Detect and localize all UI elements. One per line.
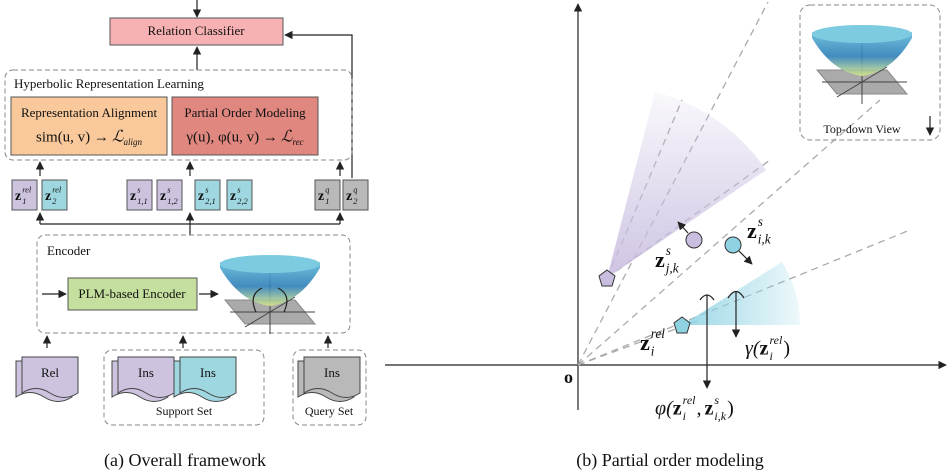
math-sub: 2 xyxy=(52,197,56,206)
alignment-title: Representation Alignment xyxy=(21,105,158,120)
order-title: Partial Order Modeling xyxy=(184,105,306,120)
math-sup: s xyxy=(666,243,671,258)
math-sub: i xyxy=(769,349,772,363)
math-sup: rel xyxy=(651,326,665,341)
document-label: Ins xyxy=(138,365,154,380)
math-text: sim(u, v) → xyxy=(36,129,109,145)
math-symbol: z xyxy=(760,338,769,360)
math-sup: s xyxy=(758,214,763,229)
pentagon xyxy=(674,317,690,333)
math-symbol: z xyxy=(45,189,51,204)
math-sub: 1 xyxy=(22,197,26,206)
figure: Relation Classifier Hyperbolic Represent… xyxy=(0,0,951,476)
math-symbol: z xyxy=(15,189,21,204)
math-sup: rel xyxy=(52,186,62,195)
inset-label: Top-down View xyxy=(823,122,901,136)
classifier-label: Relation Classifier xyxy=(147,23,245,38)
math-symbol: z xyxy=(318,189,324,204)
hyperbolic-surface xyxy=(220,255,320,334)
purple-cone xyxy=(607,92,766,278)
support-label: Support Set xyxy=(156,404,213,418)
math-sup: q xyxy=(353,186,357,195)
encoder-title: Encoder xyxy=(47,243,91,258)
math-text: φ( xyxy=(655,398,674,420)
math-symbol: z xyxy=(198,189,204,204)
math-sup: q xyxy=(325,186,329,195)
math-symbol: z xyxy=(230,189,236,204)
math-sub: i,k xyxy=(758,232,772,247)
document-label: Rel xyxy=(41,365,59,380)
math-sub: i xyxy=(683,409,686,423)
math-sup: s xyxy=(205,186,208,195)
math-sub: 1,1 xyxy=(137,197,147,206)
math-loss: ℒ xyxy=(281,129,293,146)
math-sup: s xyxy=(237,186,240,195)
caption: (a) Overall framework xyxy=(104,450,266,471)
hrl-title: Hyperbolic Representation Learning xyxy=(14,76,204,91)
math-sub: 1 xyxy=(325,197,329,206)
math-text: γ( xyxy=(745,338,761,360)
math-sup: s xyxy=(714,393,719,407)
math-sup: rel xyxy=(769,333,783,347)
math-sub: 1,2 xyxy=(167,197,177,206)
math-sub: 2 xyxy=(353,197,357,206)
math-text: ) xyxy=(727,398,734,420)
math-symbol: z xyxy=(130,189,136,204)
math-sub: j,k xyxy=(664,261,680,276)
point xyxy=(725,237,741,253)
math-sub: i,k xyxy=(714,409,726,423)
math-symbol: z xyxy=(747,218,757,243)
math-symbol: z xyxy=(160,189,166,204)
math-sup: rel xyxy=(22,186,32,195)
math-sup: s xyxy=(167,186,170,195)
math-loss: ℒ xyxy=(112,129,124,146)
point xyxy=(686,232,702,248)
caption: (b) Partial order modeling xyxy=(576,450,763,471)
connector xyxy=(40,224,340,235)
math-sub: rec xyxy=(292,137,303,147)
math-sub: i xyxy=(651,344,655,359)
hyperbolic-surface xyxy=(812,25,912,104)
plm-label: PLM-based Encoder xyxy=(78,286,186,301)
arrow xyxy=(739,251,752,264)
origin-label: o xyxy=(564,367,573,387)
math-text: ) xyxy=(783,338,790,360)
math-text: γ(u), φ(u, v) → xyxy=(185,129,278,145)
math-symbol: z xyxy=(346,189,352,204)
query-label: Query Set xyxy=(305,404,354,418)
math-sup: rel xyxy=(683,393,697,407)
math-symbol: z xyxy=(655,247,665,272)
math-sub: 2,2 xyxy=(237,197,247,206)
document-label: Ins xyxy=(200,365,216,380)
math-text: , xyxy=(697,398,702,420)
math-sub: 2,1 xyxy=(205,197,215,206)
math-symbol: z xyxy=(640,330,650,355)
document-label: Ins xyxy=(324,365,340,380)
math-sup: s xyxy=(137,186,140,195)
math-sub: align xyxy=(123,137,142,147)
math-symbol: z xyxy=(705,398,714,420)
math-symbol: z xyxy=(673,398,682,420)
